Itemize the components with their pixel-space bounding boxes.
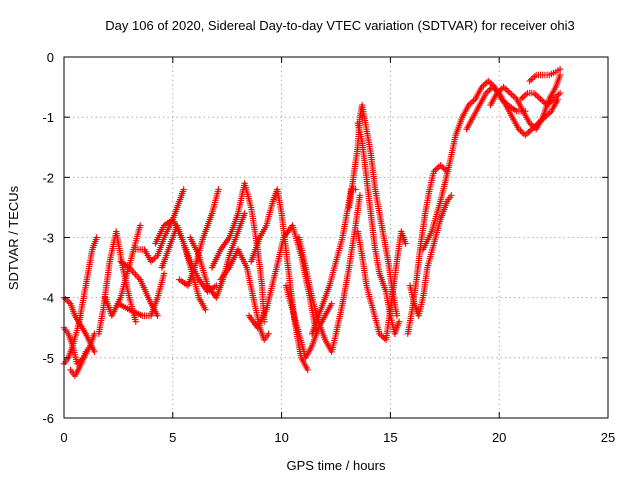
satellite-track-22 [354, 120, 403, 337]
satellite-track-23 [354, 228, 409, 343]
plus-markers [176, 186, 222, 289]
satellite-track-18 [282, 282, 335, 361]
chart-title: Day 106 of 2020, Sidereal Day-to-day VTE… [105, 18, 574, 33]
plus-markers [217, 246, 272, 343]
y-tick-label: -6 [42, 411, 54, 426]
x-tick-label: 15 [383, 430, 397, 445]
satellite-track-5 [95, 228, 140, 337]
x-tick-label: 5 [169, 430, 176, 445]
y-tick-label: 0 [47, 50, 54, 65]
axis-ticks: 0 5 10 15 20 25 0 -1 -2 -3 -4 -5 -6 [42, 50, 615, 445]
satellite-track-15 [217, 246, 272, 343]
y-tick-label: -3 [42, 231, 54, 246]
satellite-track-29 [526, 65, 564, 85]
satellite-track-12 [176, 186, 222, 289]
plus-markers [67, 348, 89, 380]
plus-markers [282, 282, 335, 361]
x-tick-label: 25 [601, 430, 615, 445]
plus-markers [354, 120, 403, 337]
plus-markers [406, 192, 455, 319]
satellite-track-21 [345, 101, 401, 319]
plus-markers [295, 192, 364, 355]
x-axis-label: GPS time / hours [287, 458, 386, 473]
y-axis-label: SDTVAR / TECUs [6, 185, 21, 290]
plus-markers [526, 65, 564, 85]
y-tick-label: -5 [42, 351, 54, 366]
y-tick-label: -4 [42, 291, 54, 306]
plus-markers [517, 89, 564, 109]
y-tick-label: -2 [42, 170, 54, 185]
plus-markers [95, 228, 140, 337]
satellite-track-25 [406, 192, 455, 319]
x-tick-label: 10 [274, 430, 288, 445]
x-tick-label: 20 [492, 430, 506, 445]
plus-markers [354, 228, 409, 343]
data-marks [60, 65, 564, 380]
plus-markers [115, 270, 168, 319]
plus-markers [345, 101, 401, 319]
satellite-track-4 [67, 348, 89, 380]
x-tick-label: 0 [60, 430, 67, 445]
satellite-track-30 [517, 89, 564, 109]
satellite-track-8 [115, 270, 168, 319]
satellite-track-19 [295, 192, 364, 355]
y-tick-label: -1 [42, 110, 54, 125]
